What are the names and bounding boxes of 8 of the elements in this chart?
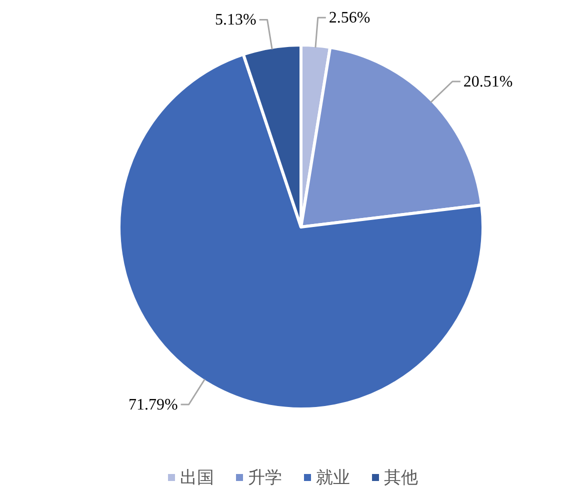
legend-label: 升学: [248, 468, 282, 488]
data-label: 5.13%: [214, 12, 256, 29]
data-label: 20.51%: [463, 73, 513, 90]
legend-label: 出国: [180, 468, 214, 488]
legend-label: 就业: [316, 468, 350, 488]
data-label: 2.56%: [328, 10, 370, 27]
data-label: 71.79%: [128, 396, 178, 414]
legend-label: 其他: [384, 468, 418, 488]
